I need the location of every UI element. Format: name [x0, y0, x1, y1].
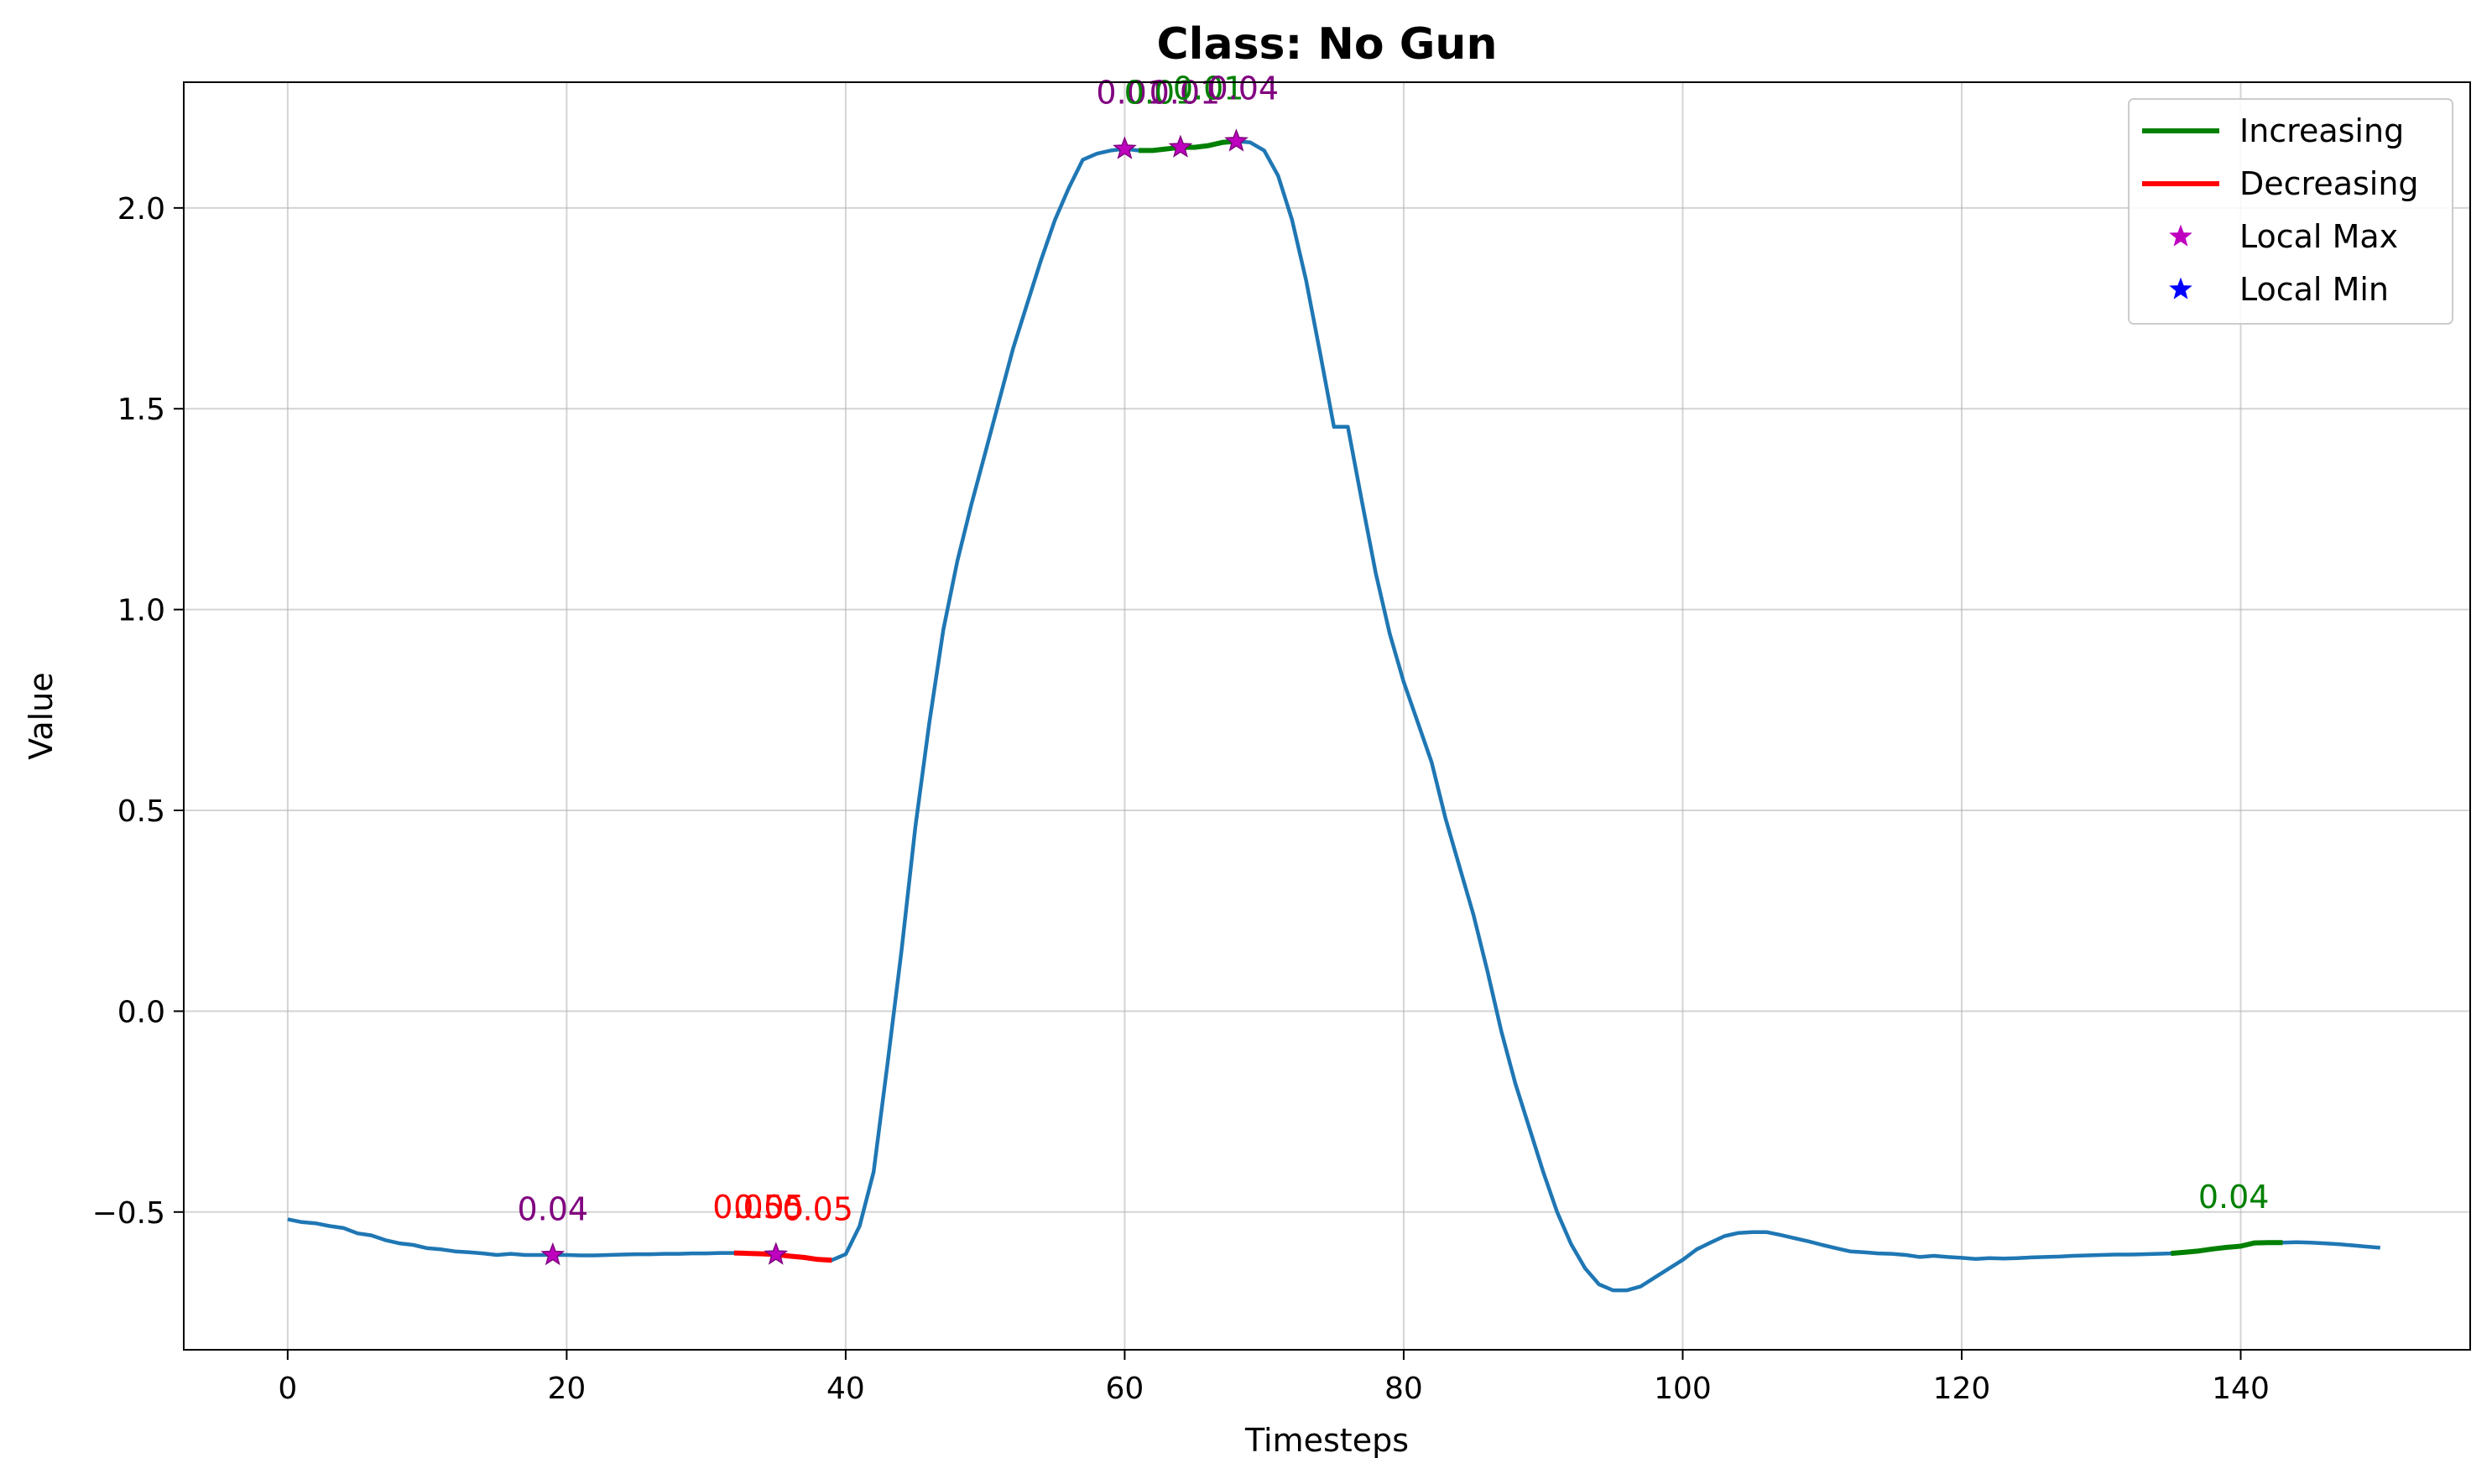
y-tick-label: 1.5	[117, 393, 165, 427]
value-annotation: 0.04	[2198, 1179, 2270, 1216]
local-max-marker	[1168, 134, 1193, 158]
tick-layer: 0 20 40 60 80 100 120 140 −0.5 0.0 0.5 1.0 1.5 2.0	[92, 192, 2270, 1406]
y-tick-label: 0.0	[117, 995, 165, 1029]
y-tick-label: 2.0	[117, 192, 165, 227]
legend-star-swatch	[2169, 224, 2192, 247]
legend-entry: Increasing	[2142, 112, 2404, 149]
value-annotation: 0.01	[1173, 70, 1244, 107]
value-annotation: 0.04	[517, 1190, 588, 1227]
annotation-layer: 0.04 0.050.050.050.010.010.010.010.040.04	[517, 70, 2269, 1228]
legend-star-swatch	[2169, 277, 2192, 299]
legend: Increasing Decreasing Local Max Local Min	[2128, 98, 2453, 325]
grid	[184, 82, 2470, 1350]
legend-label: Local Min	[2239, 271, 2389, 308]
x-tick-label: 120	[1933, 1372, 1991, 1406]
local-max-marker	[764, 1242, 789, 1265]
plot-frame	[183, 81, 2471, 1351]
local-max-marker	[540, 1242, 566, 1266]
x-tick-label: 40	[826, 1372, 865, 1406]
local-max-marker	[1113, 136, 1137, 159]
y-tick-label: −0.5	[92, 1196, 165, 1231]
legend-entry: Decreasing	[2142, 165, 2419, 202]
x-tick-label: 100	[1654, 1372, 1712, 1406]
legend-entry: Local Max	[2169, 218, 2398, 255]
legend-label: Increasing	[2239, 112, 2404, 149]
legend-entry: Local Min	[2169, 271, 2389, 308]
x-tick-label: 140	[2212, 1372, 2270, 1406]
x-axis-label: Timesteps	[1244, 1422, 1409, 1459]
x-tick-label: 60	[1106, 1372, 1144, 1406]
chart-title: Class: No Gun	[1157, 19, 1498, 70]
x-tick-label: 80	[1384, 1372, 1423, 1406]
series-line	[287, 139, 2380, 1293]
value-annotation: 0.05	[782, 1190, 853, 1227]
value-annotation: 0.01	[1124, 74, 1196, 111]
increasing-segment	[2171, 1240, 2283, 1257]
decreasing-segment	[733, 1250, 832, 1263]
legend-label: Decreasing	[2239, 165, 2419, 202]
x-tick-label: 0	[278, 1372, 297, 1406]
y-tick-label: 0.5	[117, 794, 165, 829]
legend-label: Local Max	[2239, 218, 2398, 255]
value-annotation: 0.01	[1150, 74, 1221, 111]
legend-box	[2128, 98, 2453, 325]
value-annotation: 0.05	[712, 1189, 784, 1226]
y-axis-label: Value	[23, 672, 60, 759]
value-annotation: 0.01	[1096, 74, 1167, 111]
local-max-marker	[1224, 128, 1249, 152]
x-tick-label: 20	[547, 1372, 586, 1406]
value-annotation: 0.05	[733, 1189, 805, 1226]
marker-layer	[540, 128, 1249, 1266]
y-tick-label: 1.0	[117, 594, 165, 628]
value-annotation: 0.04	[1207, 70, 1279, 107]
